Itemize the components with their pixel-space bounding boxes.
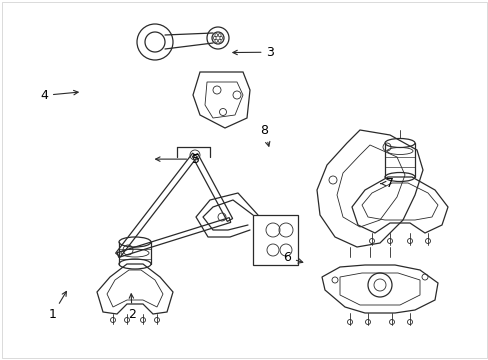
Text: 7: 7 bbox=[380, 177, 393, 190]
Text: 4: 4 bbox=[40, 89, 78, 102]
Text: 6: 6 bbox=[283, 251, 302, 264]
Text: 3: 3 bbox=[232, 46, 274, 59]
Text: 5: 5 bbox=[155, 153, 200, 166]
Text: 8: 8 bbox=[260, 124, 269, 146]
Text: 1: 1 bbox=[48, 292, 66, 321]
Text: 2: 2 bbox=[128, 294, 136, 321]
